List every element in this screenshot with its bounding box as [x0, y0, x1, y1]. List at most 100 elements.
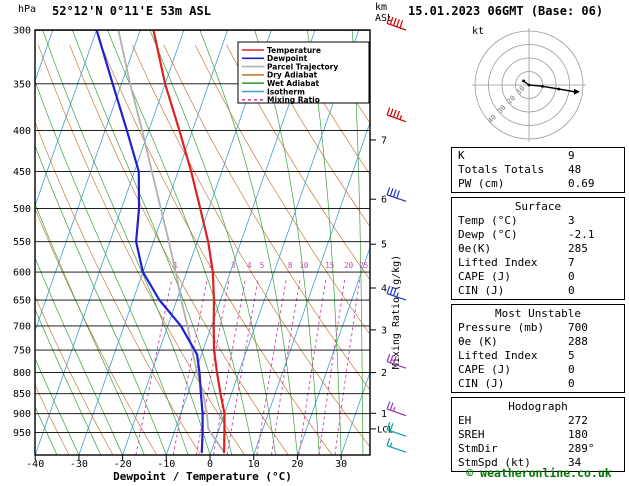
- svg-text:LCL: LCL: [377, 425, 393, 435]
- stat-label: StmSpd (kt): [458, 456, 531, 469]
- stat-label: SREH: [458, 428, 485, 441]
- svg-text:kt: kt: [472, 26, 484, 37]
- stat-label: Dewp (°C): [458, 228, 518, 241]
- svg-text:10: 10: [299, 261, 309, 270]
- stat-row: EH 272: [452, 414, 624, 428]
- stat-row: CIN (J) 0: [452, 377, 624, 391]
- stat-label: θe(K): [458, 242, 492, 255]
- svg-text:5: 5: [381, 240, 387, 251]
- svg-text:450: 450: [13, 167, 31, 178]
- stat-label: StmDir: [458, 442, 498, 455]
- stat-value: 285: [568, 242, 588, 255]
- stat-row: θe(K) 285: [452, 242, 624, 256]
- stat-label: PW (cm): [458, 177, 505, 190]
- stat-label: EH: [458, 414, 472, 427]
- stat-row: StmDir 289°: [452, 442, 624, 456]
- stat-value: 0.69: [568, 177, 595, 190]
- stats-table-title: Most Unstable: [494, 307, 582, 320]
- svg-text:Temperature: Temperature: [267, 46, 321, 55]
- svg-text:4: 4: [247, 261, 252, 270]
- stat-label: θe (K): [458, 335, 498, 348]
- stat-label: Totals Totals: [458, 163, 545, 176]
- stat-value: 3: [568, 214, 575, 227]
- svg-text:550: 550: [13, 237, 31, 248]
- svg-text:25: 25: [359, 261, 368, 270]
- stat-row: Totals Totals 48: [452, 163, 624, 177]
- svg-text:8: 8: [288, 261, 293, 270]
- svg-text:10: 10: [248, 459, 260, 470]
- svg-text:20: 20: [344, 261, 354, 270]
- svg-text:950: 950: [13, 428, 31, 439]
- stat-label: CAPE (J): [458, 363, 511, 376]
- svg-text:km: km: [375, 2, 387, 13]
- svg-text:30: 30: [496, 104, 508, 116]
- svg-text:40: 40: [486, 113, 498, 125]
- stat-row: Temp (°C) 3: [452, 214, 624, 228]
- stat-value: 180: [568, 428, 588, 441]
- svg-text:1: 1: [173, 261, 178, 270]
- svg-text:20: 20: [291, 459, 303, 470]
- svg-text:800: 800: [13, 368, 31, 379]
- svg-text:-30: -30: [70, 459, 88, 470]
- stat-value: 5: [568, 349, 575, 362]
- datetime-title: 15.01.2023 06GMT (Base: 06): [408, 4, 604, 18]
- svg-text:20: 20: [506, 94, 518, 106]
- skewt-chart: 1 2 3 4 5 8 10 15 20 25hPa30035040045050055060065…: [13, 2, 407, 483]
- stat-value: 0: [568, 377, 575, 390]
- svg-text:Mixing Ratio (g/kg): Mixing Ratio (g/kg): [391, 255, 402, 369]
- stat-label: CIN (J): [458, 377, 505, 390]
- svg-text:ASL: ASL: [375, 13, 393, 24]
- stat-row: CAPE (J) 0: [452, 363, 624, 377]
- svg-text:Parcel Trajectory: Parcel Trajectory: [267, 62, 338, 71]
- stat-row: CAPE (J) 0: [452, 270, 624, 284]
- stat-label: Lifted Index: [458, 256, 538, 269]
- svg-text:Dewpoint: Dewpoint: [267, 54, 308, 63]
- stat-row: Lifted Index 7: [452, 256, 624, 270]
- stat-row: Lifted Index 5: [452, 349, 624, 363]
- stat-value: 34: [568, 456, 582, 469]
- svg-text:900: 900: [13, 409, 31, 420]
- svg-text:-20: -20: [114, 459, 132, 470]
- svg-text:-40: -40: [26, 459, 44, 470]
- stat-value: 700: [568, 321, 588, 334]
- svg-text:3: 3: [231, 261, 236, 270]
- svg-text:Isotherm: Isotherm: [267, 87, 305, 96]
- svg-text:3: 3: [381, 325, 387, 336]
- stat-label: CIN (J): [458, 284, 505, 297]
- svg-text:600: 600: [13, 268, 31, 279]
- stat-row: StmSpd (kt) 34: [452, 456, 624, 470]
- svg-text:750: 750: [13, 346, 31, 357]
- stat-row: Pressure (mb) 700: [452, 321, 624, 335]
- stat-label: Temp (°C): [458, 214, 518, 227]
- stats-tables: K 9 Totals Totals 48 PW (cm) 0.69 Surface Temp …: [451, 147, 625, 476]
- stat-value: 289°: [568, 442, 595, 455]
- svg-text:30: 30: [335, 459, 347, 470]
- svg-text:650: 650: [13, 296, 31, 307]
- stats-table: K 9 Totals Totals 48 PW (cm) 0.69: [451, 147, 625, 193]
- svg-text:300: 300: [13, 26, 31, 37]
- svg-text:15: 15: [325, 261, 334, 270]
- stat-row: CIN (J) 0: [452, 284, 624, 298]
- svg-text:350: 350: [13, 79, 31, 90]
- stats-table: Most Unstable Pressure (mb) 700 θe (K) 288 Li…: [451, 304, 625, 393]
- stat-row: θe (K) 288: [452, 335, 624, 349]
- stat-value: -2.1: [568, 228, 595, 241]
- stat-row: PW (cm) 0.69: [452, 177, 624, 191]
- stat-value: 272: [568, 414, 588, 427]
- svg-text:hPa: hPa: [18, 4, 36, 15]
- stat-value: 288: [568, 335, 588, 348]
- svg-text:1: 1: [381, 409, 387, 420]
- svg-text:850: 850: [13, 389, 31, 400]
- stat-value: 0: [568, 363, 575, 376]
- stat-value: 9: [568, 149, 575, 162]
- stat-label: Pressure (mb): [458, 321, 545, 334]
- svg-text:Dewpoint / Temperature (°C): Dewpoint / Temperature (°C): [113, 470, 292, 483]
- stat-label: K: [458, 149, 465, 162]
- stat-row: Dewp (°C) -2.1: [452, 228, 624, 242]
- stat-row: SREH 180: [452, 428, 624, 442]
- svg-text:Dry Adiabat: Dry Adiabat: [267, 71, 318, 80]
- svg-text:4: 4: [381, 284, 387, 295]
